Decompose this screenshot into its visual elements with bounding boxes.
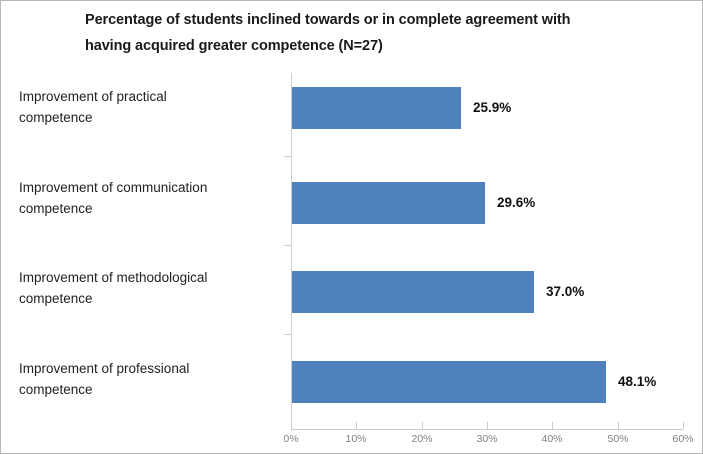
category-label-practical-competence: Improvement of practical competence	[19, 86, 281, 128]
x-tick-label: 60%	[672, 433, 694, 445]
category-label-line: Improvement of practical	[19, 89, 167, 104]
value-axis-tick	[422, 422, 423, 429]
category-label-line: Improvement of communication	[19, 180, 208, 195]
bar-communication-competence	[292, 182, 485, 224]
x-tick-label: 10%	[345, 433, 367, 445]
category-axis-line	[291, 73, 292, 430]
category-label-line: competence	[19, 291, 93, 306]
x-tick-label: 20%	[411, 433, 433, 445]
chart-title-line-2: having acquired greater competence (N=27…	[85, 38, 383, 54]
category-label-communication-competence: Improvement of communication competence	[19, 177, 281, 219]
x-tick-label: 30%	[476, 433, 498, 445]
category-axis-tick	[284, 245, 291, 246]
chart-title-line-1: Percentage of students inclined towards …	[85, 12, 571, 28]
category-label-methodological-competence: Improvement of methodological competence	[19, 267, 281, 309]
data-label-methodological-competence: 37.0%	[546, 284, 585, 299]
chart-title: Percentage of students inclined towards …	[85, 7, 645, 59]
value-axis-tick	[552, 422, 553, 429]
value-axis-tick	[356, 422, 357, 429]
category-label-line: competence	[19, 110, 93, 125]
x-tick-label: 50%	[607, 433, 629, 445]
bar-practical-competence	[292, 87, 461, 129]
value-axis-tick	[683, 422, 684, 429]
category-label-line: Improvement of methodological	[19, 270, 208, 285]
x-tick-label: 40%	[541, 433, 563, 445]
category-axis-tick	[284, 156, 291, 157]
category-label-line: competence	[19, 201, 93, 216]
value-axis-tick	[291, 422, 292, 429]
data-label-professional-competence: 48.1%	[618, 374, 657, 389]
data-label-communication-competence: 29.6%	[497, 195, 536, 210]
value-axis-tick	[618, 422, 619, 429]
bar-professional-competence	[292, 361, 606, 403]
category-label-line: competence	[19, 382, 93, 397]
category-axis-tick	[284, 334, 291, 335]
value-axis-line	[291, 429, 683, 430]
category-label-professional-competence: Improvement of professional competence	[19, 358, 281, 400]
data-label-practical-competence: 25.9%	[473, 100, 512, 115]
value-axis-tick	[487, 422, 488, 429]
category-label-line: Improvement of professional	[19, 361, 190, 376]
x-tick-label: 0%	[283, 433, 299, 445]
bar-methodological-competence	[292, 271, 534, 313]
